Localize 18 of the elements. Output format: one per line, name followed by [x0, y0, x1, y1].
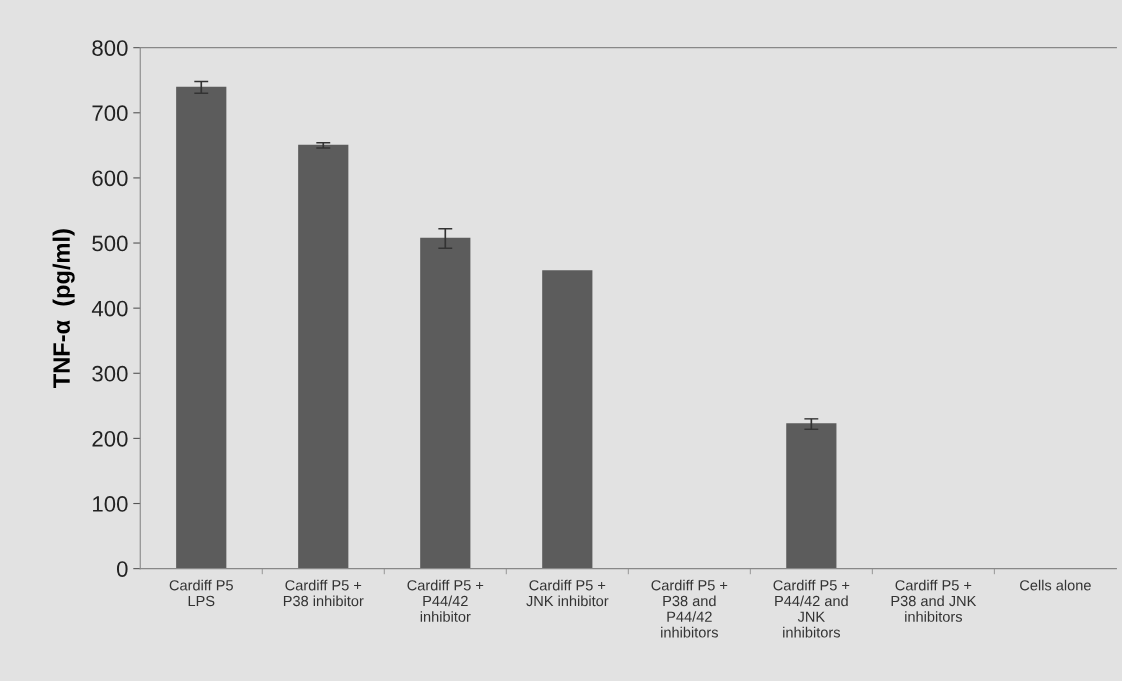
y-axis-title: TNF-α (pg/ml)	[52, 229, 75, 388]
y-tick-label: 300	[92, 365, 128, 382]
x-tick-label: Cardiff P5 + P38 inhibitor	[283, 579, 364, 607]
x-tick-label: Cardiff P5 LPS	[169, 579, 233, 607]
x-tick-label: Cells alone	[1020, 579, 1091, 591]
y-tick-label: 400	[91, 300, 128, 317]
x-tick-label: Cardiff P5 + P38 and JNK inhibitors	[891, 579, 977, 622]
y-tick-label: 200	[92, 430, 128, 447]
y-tick-label: 100	[93, 496, 128, 512]
y-tick-label: 0	[116, 561, 128, 577]
y-tick-label: 800	[92, 40, 128, 56]
x-tick-label: Cardiff P5 + P44/42 and JNK inhibitors	[773, 579, 850, 638]
y-tick-label: 700	[92, 105, 128, 122]
x-tick-label: Cardiff P5 + P38 and P44/42 inhibitors	[651, 579, 728, 638]
y-tick-label: 600	[92, 170, 128, 187]
y-tick-label: 500	[92, 235, 128, 252]
x-tick-label: Cardiff P5 + JNK inhibitor	[526, 579, 609, 607]
x-tick-label: Cardiff P5 + P44/42 inhibitor	[407, 579, 484, 622]
